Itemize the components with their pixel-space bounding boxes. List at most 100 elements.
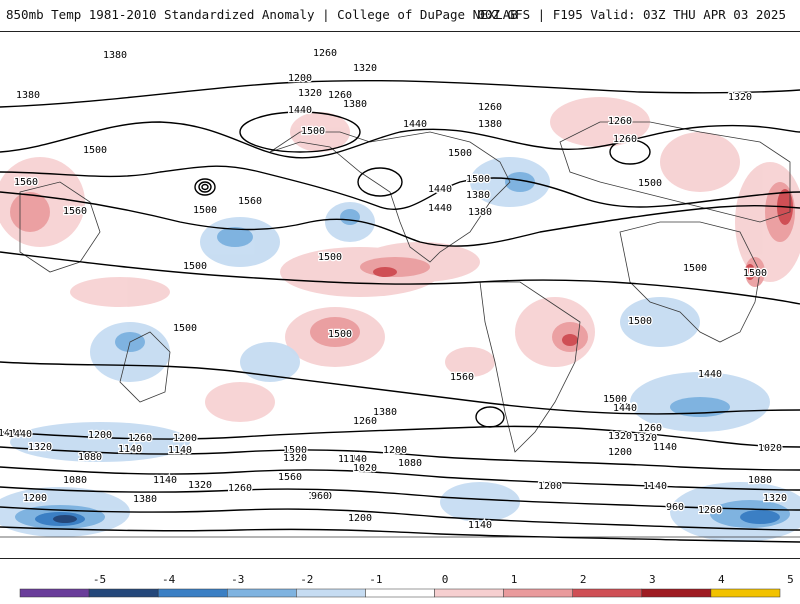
contour-label: 1500	[328, 329, 352, 340]
contour-label: 1560	[238, 196, 262, 207]
contour-label: 1140	[653, 442, 677, 453]
contour-label: 1440	[428, 184, 452, 195]
contour-label: 1380	[478, 119, 502, 130]
contour-label: 1080	[63, 475, 87, 486]
model-run-info: 00Z GFS | F195 Valid: 03Z THU APR 03 202…	[477, 7, 786, 22]
contour-label: 1020	[353, 463, 377, 474]
contour-label: 1560	[278, 472, 302, 483]
colorbar-tick-label: -2	[300, 573, 313, 586]
contour-label: 1440	[698, 369, 722, 380]
contour-label: 1380	[373, 407, 397, 418]
contour-label: 1140	[468, 520, 492, 531]
colorbar-svg: -5 -4 -3 -2 -1 0 1 2 3 4 5	[19, 573, 794, 598]
contour-label: 1080	[398, 458, 422, 469]
contour-label: 1500	[638, 178, 662, 189]
contour-label: 1500	[193, 205, 217, 216]
contour-label: 1080	[78, 452, 102, 463]
contour-label: 1320	[608, 431, 632, 442]
colorbar-swatch	[296, 588, 366, 598]
colorbar-swatch	[710, 588, 781, 598]
contour-label: 1380	[133, 494, 157, 505]
contour-label: 1200	[23, 493, 47, 504]
contour-label: 1320	[188, 480, 212, 491]
contour-label: 1500	[448, 148, 472, 159]
contour-label: 1260	[613, 134, 637, 145]
contour-label: 1260	[638, 423, 662, 434]
contour-label: 1260	[328, 90, 352, 101]
contour-label: 1500	[743, 268, 767, 279]
contour-label: 1140	[153, 475, 177, 486]
contour-label: 1200	[288, 73, 312, 84]
colorbar-tick-label: -4	[162, 573, 176, 586]
contour-label: 1080	[398, 458, 422, 469]
colorbar-swatch	[227, 588, 297, 598]
colorbar-swatch	[503, 588, 573, 598]
colorbar-tick-label: 4	[718, 573, 725, 586]
contour-label: 1140	[643, 481, 667, 492]
contour-label: 1140	[343, 454, 367, 465]
contour-label: 1560	[14, 177, 38, 188]
height-contours	[0, 79, 800, 543]
contour-label: 1500	[318, 252, 342, 263]
colorbar-tick-label: 2	[580, 573, 587, 586]
colorbar-tick-label: -1	[369, 573, 382, 586]
colorbar-swatch	[572, 588, 643, 598]
contour-label: 1140	[118, 444, 142, 455]
colorbar-tick-label: 0	[442, 573, 449, 586]
colorbar-tick-label: -5	[93, 573, 106, 586]
contour-label: 1260	[698, 505, 722, 516]
contour-label: 1380	[466, 190, 490, 201]
contour-label: 1200	[538, 481, 562, 492]
contour-label: 1320	[763, 493, 787, 504]
contour-label: 1440	[403, 119, 427, 130]
contour-label: 1200	[383, 445, 407, 456]
colorbar-swatch	[19, 588, 90, 598]
contour-label: 1260	[353, 416, 377, 427]
colorbar-tick-label: 5	[787, 573, 794, 586]
contour-label: 1380	[103, 50, 127, 61]
colorbar-swatch	[365, 588, 435, 598]
colorbar-swatch	[157, 588, 228, 598]
contour-label: 1320	[298, 88, 322, 99]
contour-label: 1380	[16, 90, 40, 101]
contour-label: 1500	[83, 145, 107, 156]
chart-header: 850mb Temp 1981-2010 Standardized Anomal…	[0, 0, 800, 30]
contour-label: 1500	[628, 316, 652, 327]
contour-label: 1500	[683, 263, 707, 274]
anomaly-shading	[0, 97, 800, 542]
contour-label: 1260	[478, 102, 502, 113]
contour-label: 1380	[613, 402, 637, 413]
contour-label: 1140	[338, 454, 362, 465]
anomaly-map: 1320 1380 1380 1260 1200 1320 1260 1380 1260 1440…	[0, 31, 800, 559]
colorbar-tick-label: 3	[649, 573, 656, 586]
contour-label: 960	[311, 491, 329, 502]
contour-label: 1200	[608, 447, 632, 458]
colorbar-tick-label: -3	[231, 573, 244, 586]
contour-label: 1200	[173, 433, 197, 444]
contour-label: 1500	[603, 394, 627, 405]
colorbar-swatch	[434, 588, 504, 598]
colorbar-swatch	[641, 588, 712, 598]
coastlines	[0, 121, 800, 538]
contour-label: 1260	[608, 116, 632, 127]
contour-label: 1320	[728, 92, 752, 103]
contour-label: 1200	[88, 430, 112, 441]
contour-label: 1500	[301, 126, 325, 137]
contour-label: 1560	[450, 372, 474, 383]
contour-label: 1500	[466, 174, 490, 185]
contour-label: 1500	[173, 323, 197, 334]
contour-label: 1440	[428, 203, 452, 214]
colorbar-tick-label: 1	[511, 573, 518, 586]
contour-label: 1260	[228, 483, 252, 494]
contour-label: 1560	[63, 206, 87, 217]
contour-label: 1440	[288, 105, 312, 116]
contour-label: 960	[666, 502, 684, 513]
contour-label: 1380	[468, 207, 492, 218]
map-title: 850mb Temp 1981-2010 Standardized Anomal…	[6, 7, 518, 22]
contour-label: 1500	[183, 261, 207, 272]
contour-label: 1320	[353, 63, 377, 74]
contour-label: 1440	[613, 403, 637, 414]
contour-label: 1440	[0, 428, 22, 439]
